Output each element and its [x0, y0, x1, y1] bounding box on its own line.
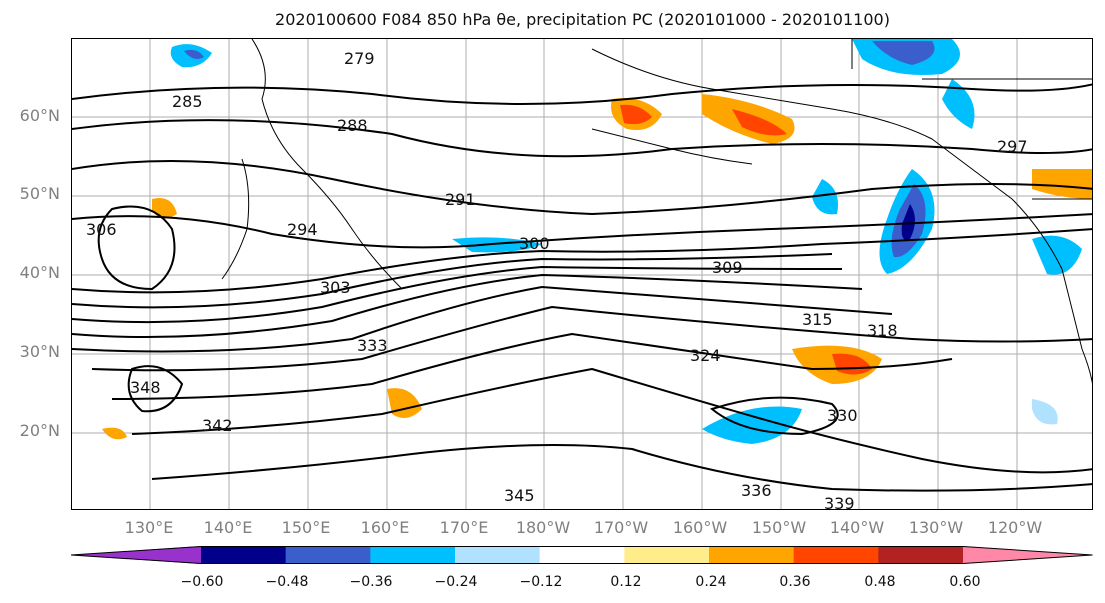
- colorbar-segment: [370, 546, 456, 564]
- colorbar-segment: [793, 546, 879, 564]
- lon-label-120w: 120°W: [987, 518, 1043, 537]
- lon-label-130e: 130°E: [124, 518, 174, 537]
- colorbar-tick-label: 0.60: [949, 574, 981, 590]
- contour-label: 288: [337, 116, 368, 135]
- lon-label-170w: 170°W: [593, 518, 649, 537]
- colorbar-segment: [455, 546, 541, 564]
- theta-e-contours: [72, 83, 1092, 492]
- colorbar-segment: [878, 546, 964, 564]
- colorbar-tick-label: −0.12: [519, 574, 563, 590]
- lon-label-140w: 140°W: [829, 518, 885, 537]
- lon-label-150e: 150°E: [281, 518, 331, 537]
- colorbar-segment: [539, 546, 625, 564]
- contour-label: 303: [320, 278, 351, 297]
- contour-label: 315: [802, 310, 833, 329]
- contour-label: 279: [344, 49, 375, 68]
- colorbar-segment: [624, 546, 710, 564]
- contour-label: 336: [741, 481, 772, 500]
- contour-label: 330: [827, 406, 858, 425]
- colorbar-tick-label: −0.60: [180, 574, 224, 590]
- map-title: 2020100600 F084 850 hPa θe, precipitatio…: [275, 10, 890, 29]
- contour-label: 348: [130, 378, 161, 397]
- contour-label: 324: [690, 346, 721, 365]
- lon-label-160e: 160°E: [360, 518, 410, 537]
- lon-label-150w: 150°W: [751, 518, 807, 537]
- colorbar-outline: [71, 546, 1093, 564]
- lat-label-30n: 30°N: [19, 342, 60, 361]
- colorbar-segment: [285, 546, 371, 564]
- lon-label-180w: 180°W: [515, 518, 571, 537]
- contour-label: 342: [202, 416, 233, 435]
- contour-label: 300: [519, 234, 550, 253]
- contour-label: 309: [712, 258, 743, 277]
- contour-label: 285: [172, 92, 203, 111]
- precip-shading: [102, 39, 1092, 444]
- colorbar-tick-label: −0.48: [265, 574, 309, 590]
- lat-label-60n: 60°N: [19, 106, 60, 125]
- map-panel: 279 285 288 291 294 297 300 303 306 309 …: [71, 38, 1093, 510]
- contour-label: 294: [287, 220, 318, 239]
- lon-label-160w: 160°W: [672, 518, 728, 537]
- lat-label-40n: 40°N: [19, 263, 60, 282]
- contour-label: 291: [445, 190, 476, 209]
- contour-label: 333: [357, 336, 388, 355]
- colorbar-extend-low: [71, 546, 201, 564]
- colorbar-segment: [201, 546, 287, 564]
- lon-label-140e: 140°E: [203, 518, 253, 537]
- lon-label-170e: 170°E: [439, 518, 489, 537]
- contour-label: 306: [86, 220, 117, 239]
- colorbar-tick-label: 0.12: [610, 574, 642, 590]
- colorbar-tick-label: 0.24: [695, 574, 727, 590]
- colorbar-tick-label: −0.24: [434, 574, 478, 590]
- colorbar-segment: [709, 546, 795, 564]
- lat-label-50n: 50°N: [19, 184, 60, 203]
- contour-label: 345: [504, 486, 535, 505]
- contour-label: 339: [824, 494, 855, 510]
- lon-label-130w: 130°W: [908, 518, 964, 537]
- contour-label: 297: [997, 137, 1028, 156]
- colorbar-extend-high: [963, 546, 1093, 564]
- map-svg: 279 285 288 291 294 297 300 303 306 309 …: [72, 39, 1092, 510]
- colorbar-tick-label: 0.48: [864, 574, 896, 590]
- colorbar-tick-label: 0.36: [779, 574, 811, 590]
- colorbar: [71, 546, 1093, 564]
- contour-label-group: 279 285 288 291 294 297 300 303 306 309 …: [86, 49, 1028, 510]
- lat-label-20n: 20°N: [19, 421, 60, 440]
- colorbar-tick-label: −0.36: [349, 574, 393, 590]
- contour-label: 318: [867, 321, 898, 340]
